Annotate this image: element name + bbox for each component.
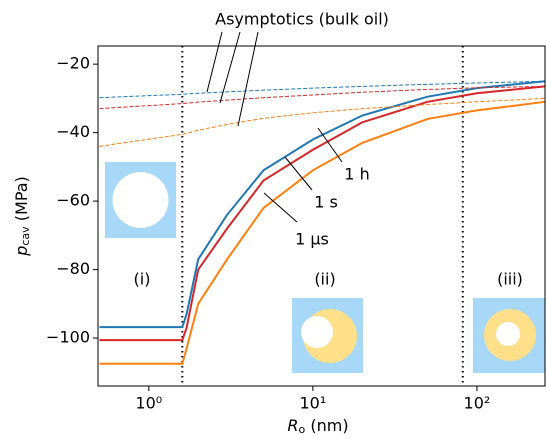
inset-bubble [113,172,169,228]
y-label-sub: cav [19,226,32,246]
y-axis-label: pcav (MPa) [12,176,33,257]
asymptote-line [99,86,545,108]
y-tick-label: −40 [56,122,90,141]
x-tick-label: 10¹ [299,394,326,413]
annotation: (iii) [497,270,523,289]
x-label-main: R [287,416,298,435]
y-tick-label: −20 [56,54,90,73]
inset-bubble [496,322,520,346]
y-label-main: p [12,246,31,257]
leader-line [207,32,222,92]
asymptote-line [99,98,545,146]
series-label: 1 s [314,193,338,212]
x-tick-label: 10² [464,394,491,413]
annotation: Asymptotics (bulk oil) [215,10,389,29]
y-tick-label: −80 [56,259,90,278]
asymptote-line [99,81,545,97]
y-label-unit: (MPa) [12,176,31,226]
annotation: (ii) [314,270,335,289]
series-label: 1 h [344,165,369,184]
chart: −20 −40 −60 −80 −100 10⁰ 10¹ 10² Asymptotics (b… [0,0,547,439]
y-tick-label: −100 [46,328,90,347]
series-label: 1 μs [295,230,329,249]
annotation: (i) [134,270,151,289]
inset-bubble [301,316,333,348]
leader-line [264,193,297,222]
leader-line [220,32,240,103]
x-axis-label: Ro (nm) [287,416,348,437]
x-tick-label: 10⁰ [135,394,162,413]
y-tick-label: −60 [56,191,90,210]
x-label-unit: (nm) [305,416,348,435]
